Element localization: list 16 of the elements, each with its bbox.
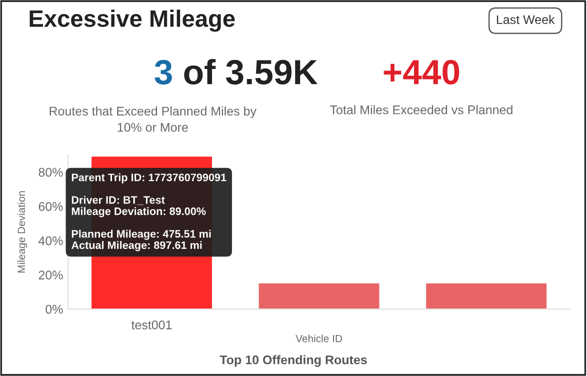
text: Top 10 Offending Routes bbox=[220, 355, 367, 367]
y-tick-label: 80% bbox=[38, 168, 63, 177]
text: Total Miles Exceeded vs Planned bbox=[330, 105, 512, 114]
y-tick-label: 0% bbox=[46, 304, 63, 314]
annotation: Parent Trip ID: 1773760799091 Driver ID: BT_Test Mileage Deviation: 89.00% Planned Mileage: 475.51 mi Actual Mileage: 897.61 mi bbox=[71, 173, 226, 252]
y-tick-label: 20% bbox=[38, 270, 63, 280]
y-axis-title: Mileage Deviation bbox=[17, 191, 28, 273]
text: 3 of 3.59K bbox=[154, 59, 318, 85]
text: Last Week bbox=[496, 14, 555, 24]
text: Routes that Exceed Planned Miles by 10% or More bbox=[50, 106, 256, 132]
text: +440 bbox=[384, 60, 460, 85]
x-axis-title: Vehicle ID bbox=[296, 334, 342, 342]
x-tick-label: test001 bbox=[131, 320, 172, 330]
y-tick-label: 40% bbox=[38, 236, 63, 246]
y-tick-label: 60% bbox=[38, 202, 63, 211]
chart-title: Excessive Mileage bbox=[30, 10, 235, 32]
